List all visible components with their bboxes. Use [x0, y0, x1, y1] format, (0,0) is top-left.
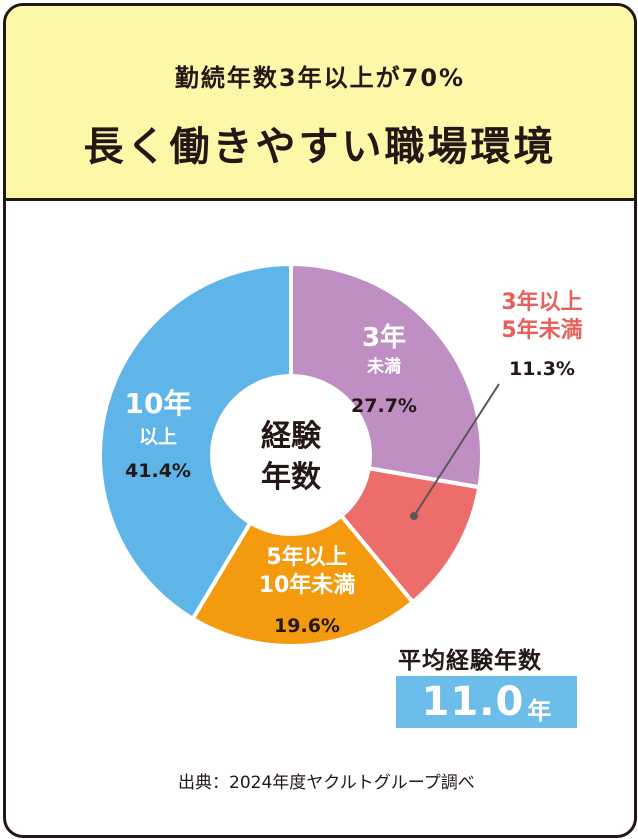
infographic-card: 勤続年数3年以上が70% 長く働きやすい職場環境 [3, 3, 637, 838]
slice-over-10-label-line-2: 以上 [139, 426, 177, 448]
slice-3-to-5-label-line-2: 5年未満 [501, 317, 582, 343]
header-banner: 勤続年数3年以上が70% 長く働きやすい職場環境 [6, 6, 634, 201]
slice-over-10-label-line-1: 10年 [125, 387, 192, 420]
slice-5-to-10-label-line-2: 10年未満 [259, 572, 356, 598]
slice-5-to-10 [189, 451, 416, 648]
slice-5-to-10-label-line-1: 5年以上 [266, 544, 347, 570]
slice-over-10 [98, 261, 293, 622]
slice-5-to-10-value: 19.6% [274, 615, 340, 637]
center-label-line-1: 経験 [261, 419, 322, 454]
source-note: 出典：2024年度ヤクルトグループ調べ [178, 773, 475, 793]
average-experience-unit: 年 [527, 696, 552, 725]
leader-dot [410, 512, 418, 520]
slice-3-to-5-value: 11.3% [509, 358, 575, 380]
slice-under-3-value: 27.7% [351, 395, 417, 417]
center-label-line-2: 年数 [261, 460, 322, 495]
slice-under-3-label-line-2: 未満 [366, 356, 401, 377]
header-subtitle: 勤続年数3年以上が70% [174, 64, 466, 92]
average-experience-label: 平均経験年数 [398, 648, 542, 674]
average-experience-box: 11.0 年 [396, 676, 577, 728]
slice-3-to-5-label-line-1: 3年以上 [501, 289, 582, 315]
leader-line [413, 383, 500, 517]
slice-under-3-label-line-1: 3年 [362, 322, 406, 353]
average-experience-value: 11.0 [421, 679, 525, 725]
slice-over-10-value: 41.4% [125, 460, 191, 482]
header-title: 長く働きやすい職場環境 [83, 124, 557, 170]
donut-hole [210, 374, 372, 536]
